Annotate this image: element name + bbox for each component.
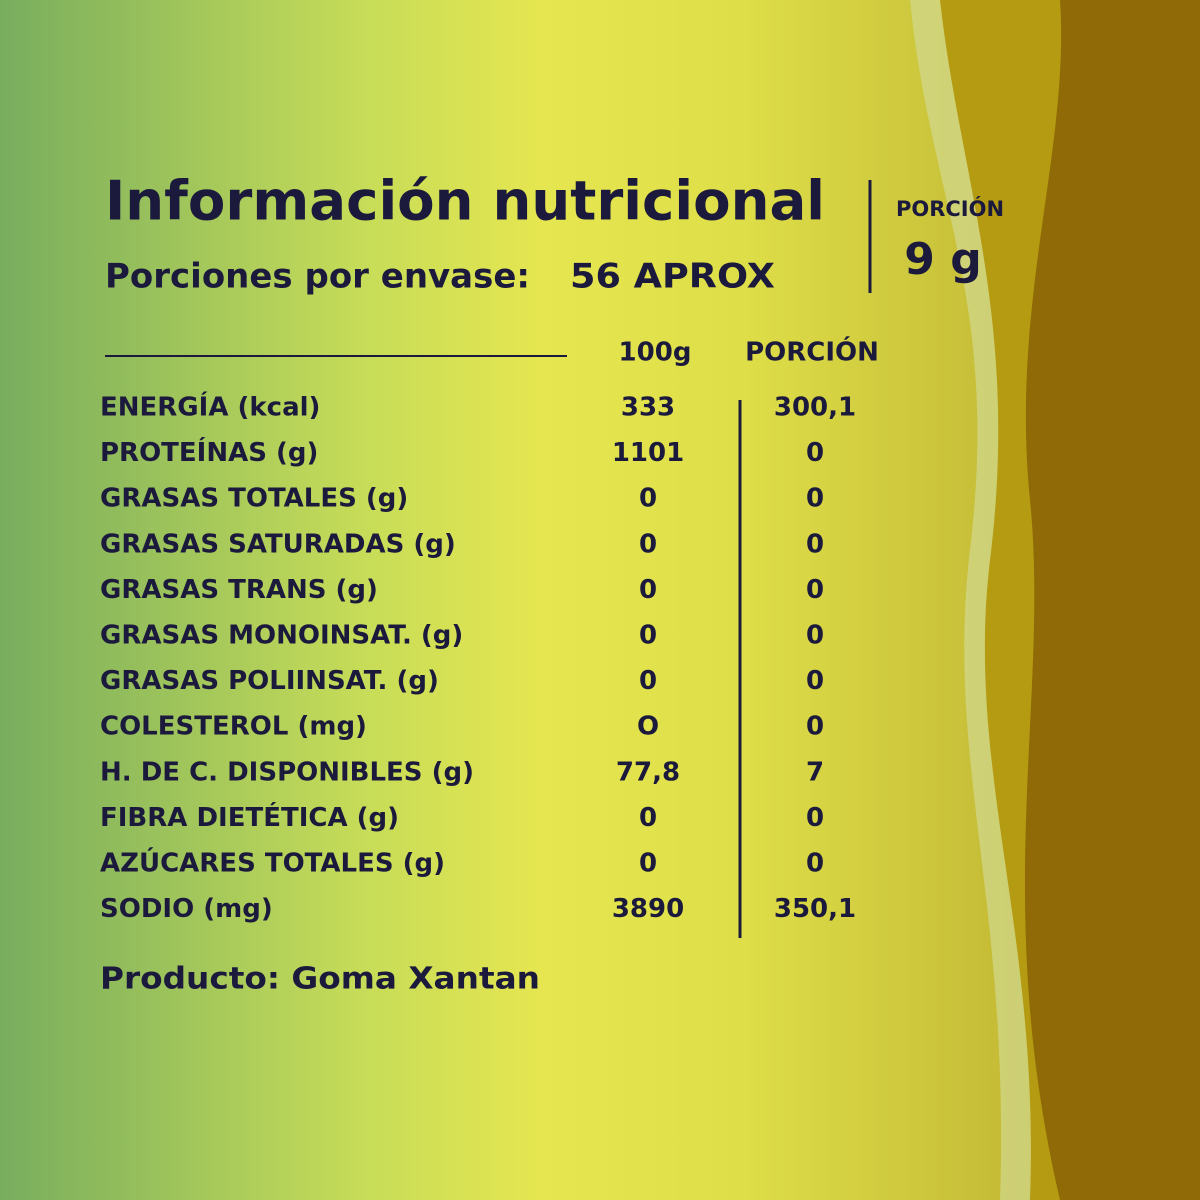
column-header: 100g — [619, 338, 692, 368]
value-portion: 0 — [806, 575, 824, 605]
value-100g: 0 — [639, 575, 657, 605]
value-portion: 0 — [806, 529, 824, 559]
row-label: GRASAS MONOINSAT. (g) — [100, 621, 463, 651]
servings-value: 56 APROX — [570, 257, 775, 297]
column-header: PORCIÓN — [745, 336, 879, 368]
value-100g: 0 — [639, 849, 657, 879]
servings-label: Porciones por envase: — [105, 257, 530, 297]
table-body: ENERGÍA (kcal) 333 300,1 PROTEÍNAS (g) 1101 0… — [100, 391, 856, 925]
value-100g: 77,8 — [616, 757, 680, 787]
value-100g: 3890 — [612, 894, 684, 924]
value-100g: 0 — [639, 529, 657, 559]
value-portion: 0 — [806, 621, 824, 651]
row-label: AZÚCARES TOTALES (g) — [100, 847, 445, 879]
product: Producto: Goma Xantan — [100, 962, 540, 997]
portion-label: PORCIÓN — [896, 196, 1004, 221]
value-portion: 0 — [806, 849, 824, 879]
row-label: GRASAS TRANS (g) — [100, 575, 378, 605]
value-100g: 0 — [639, 803, 657, 833]
row-label: SODIO (mg) — [100, 894, 273, 924]
row-label: ENERGÍA (kcal) — [100, 391, 320, 423]
value-100g: O — [637, 712, 659, 742]
value-portion: 350,1 — [774, 894, 856, 924]
value-portion: 0 — [806, 712, 824, 742]
value-100g: 0 — [639, 666, 657, 696]
value-portion: 0 — [806, 803, 824, 833]
row-label: PROTEÍNAS (g) — [100, 436, 318, 468]
row-label: H. DE C. DISPONIBLES (g) — [100, 757, 474, 787]
value-100g: 0 — [639, 621, 657, 651]
portion-value: 9 g — [904, 234, 981, 285]
value-portion: 300,1 — [774, 393, 856, 423]
row-label: GRASAS POLIINSAT. (g) — [100, 666, 439, 696]
value-100g: 0 — [639, 484, 657, 514]
value-100g: 333 — [621, 393, 675, 423]
value-portion: 7 — [806, 757, 824, 787]
row-label: FIBRA DIETÉTICA (g) — [100, 801, 399, 833]
value-portion: 0 — [806, 438, 824, 468]
row-label: COLESTEROL (mg) — [100, 712, 367, 742]
value-100g: 1101 — [612, 438, 684, 468]
title: Información nutricional — [105, 170, 825, 233]
value-portion: 0 — [806, 484, 824, 514]
row-label: GRASAS TOTALES (g) — [100, 484, 408, 514]
wave-dark — [1024, 0, 1200, 1200]
value-portion: 0 — [806, 666, 824, 696]
row-label: GRASAS SATURADAS (g) — [100, 529, 456, 559]
